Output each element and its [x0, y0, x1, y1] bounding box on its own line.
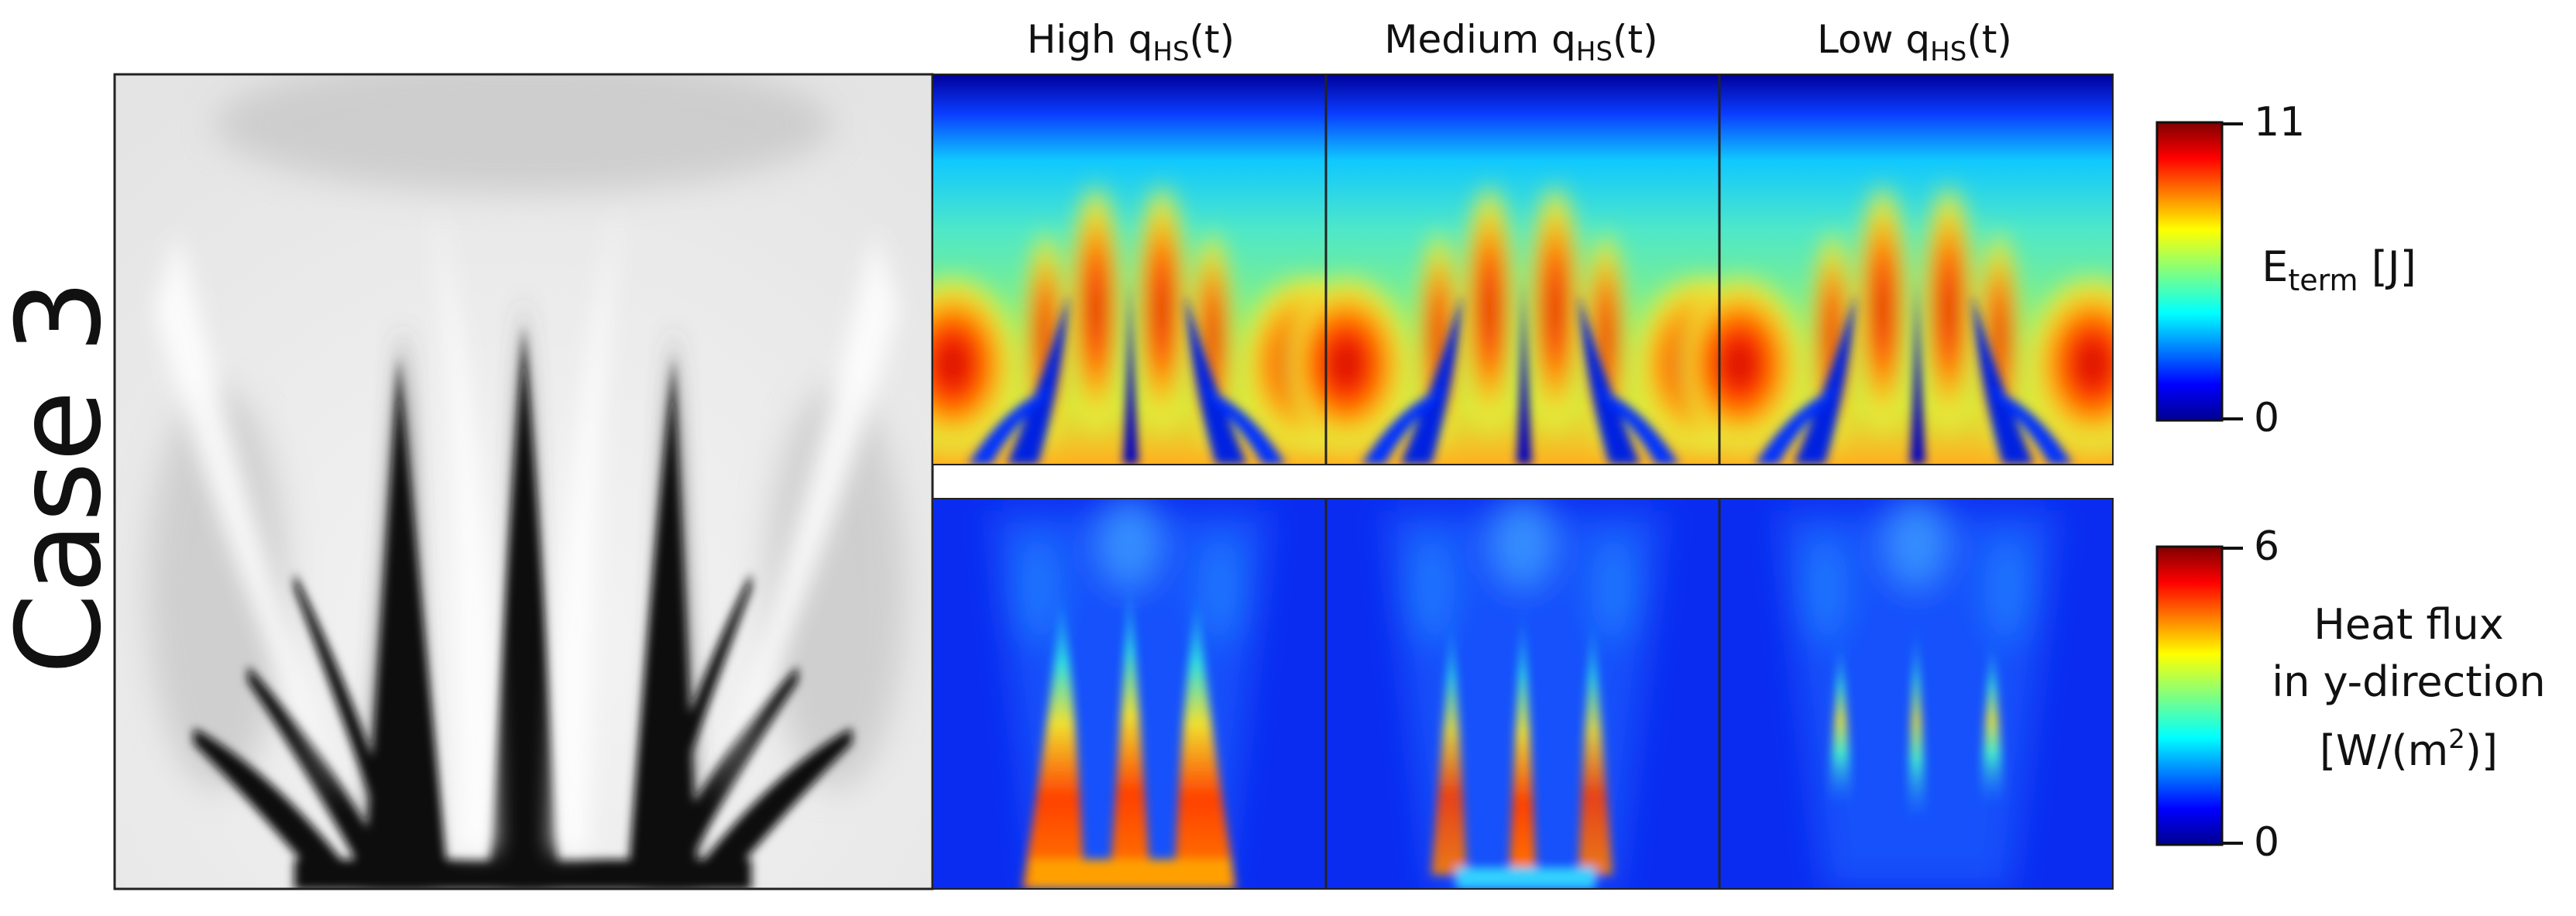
colorbar-flux-label-line1: Heat flux: [2313, 600, 2504, 649]
column-title-low: Low qHS(t): [1817, 17, 2012, 67]
colorbar-flux-label-line2: in y-direction: [2272, 657, 2546, 706]
colorbar-flux-label-line3: [W/(m2)]: [2319, 724, 2499, 775]
column-title-medium: Medium qHS(t): [1384, 17, 1658, 67]
heat-flux-maps: [933, 499, 2113, 889]
colorbar-energy: [2155, 121, 2243, 422]
topology-image: [115, 74, 933, 889]
column-title-high: High qHS(t): [1026, 17, 1235, 67]
topology-frame: [113, 73, 934, 890]
energy-maps: [933, 74, 2162, 465]
colorbar-energy-label: Eterm [J]: [2262, 242, 2416, 297]
colorbar-flux-label: Heat flux in y-direction [W/(m2)]: [2246, 596, 2571, 780]
colorbar-energy-min: 0: [2254, 395, 2280, 441]
colorbar-heat-flux: [2155, 545, 2243, 846]
colorbar-energy-max: 11: [2254, 99, 2306, 146]
colorbar-flux-max: 6: [2254, 523, 2280, 570]
case-label: Case 3: [0, 280, 108, 674]
row-label: Case 3: [0, 280, 108, 674]
colorbar-flux-min: 0: [2254, 819, 2280, 866]
